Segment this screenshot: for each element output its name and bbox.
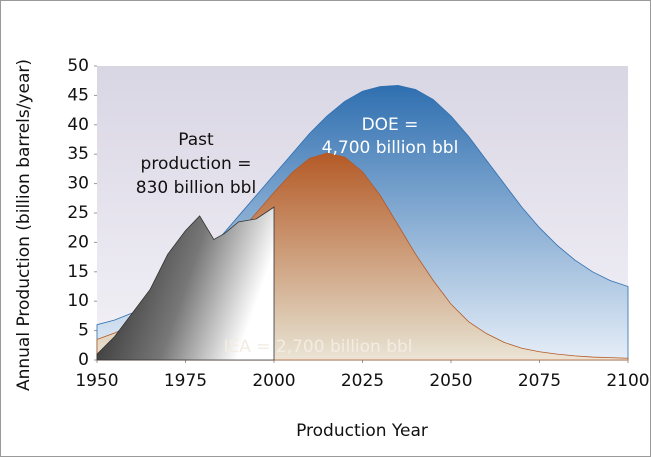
annotation: DOE = xyxy=(362,115,419,135)
x-tick-label: 2000 xyxy=(252,371,295,391)
y-tick-label: 5 xyxy=(78,321,89,341)
x-tick-label: 2025 xyxy=(341,371,384,391)
annotation: Past xyxy=(178,130,214,150)
x-tick-label: 1975 xyxy=(164,371,207,391)
annotation: production = xyxy=(141,154,252,174)
x-tick-label: 2050 xyxy=(429,371,472,391)
annotation: 830 billion bbl xyxy=(136,178,256,198)
y-tick-label: 30 xyxy=(67,174,89,194)
x-tick-label: 2100 xyxy=(606,371,649,391)
y-tick-label: 50 xyxy=(67,56,89,76)
x-axis-title: Production Year xyxy=(296,421,428,441)
y-tick-label: 35 xyxy=(67,144,89,164)
y-tick-label: 40 xyxy=(67,115,89,135)
y-tick-label: 45 xyxy=(67,85,89,105)
x-tick-label: 2075 xyxy=(518,371,561,391)
area xyxy=(96,206,275,361)
y-axis-title: Annual Production (billion barrels/year) xyxy=(14,59,34,391)
annotation: IEA = 2,700 billion bbl xyxy=(223,337,412,357)
y-tick-label: 10 xyxy=(67,291,89,311)
annotation: 4,700 billion bbl xyxy=(322,138,459,158)
x-tick-label: 1950 xyxy=(75,371,118,391)
y-tick-label: 25 xyxy=(67,203,89,223)
y-tick-label: 20 xyxy=(67,232,89,252)
y-tick-label: 0 xyxy=(78,350,89,370)
y-tick-label: 15 xyxy=(67,262,89,282)
